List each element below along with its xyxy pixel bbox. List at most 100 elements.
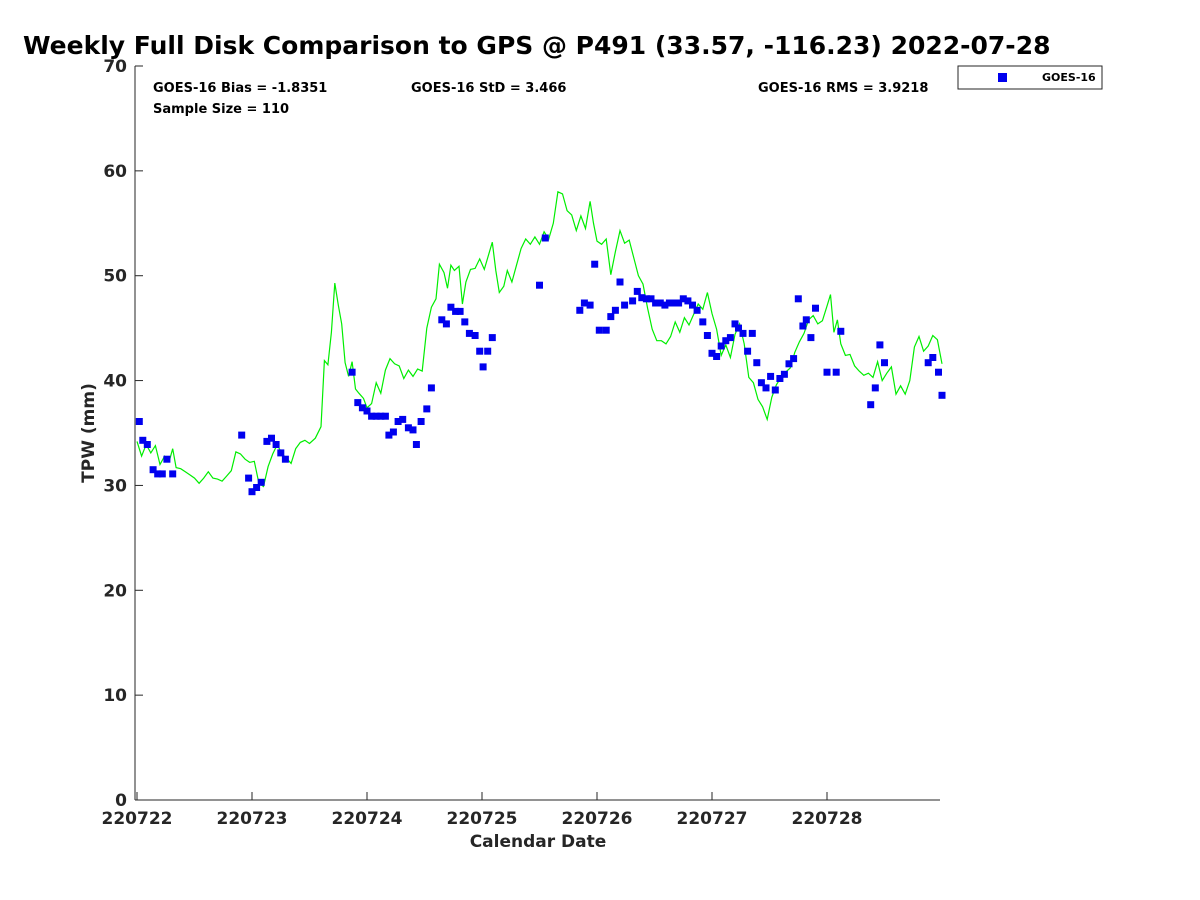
goes-point (595, 326, 603, 334)
goes-point (263, 437, 271, 445)
goes-point (708, 349, 716, 357)
goes-point (713, 353, 721, 360)
goes-point (461, 318, 469, 326)
goes-point (363, 407, 371, 415)
goes-point (670, 299, 678, 307)
goes-point (139, 436, 147, 444)
goes-point (767, 372, 775, 380)
goes-point (675, 299, 683, 307)
goes-point (790, 355, 798, 363)
goes-point (924, 359, 932, 367)
goes-point (693, 306, 701, 314)
goes-point (935, 368, 942, 376)
goes-point (257, 478, 265, 486)
goes-point (580, 299, 588, 307)
goes-point (807, 334, 815, 342)
goes-point (253, 484, 261, 491)
goes-point (661, 301, 669, 309)
goes-point (832, 368, 840, 376)
y-tick-label: 0 (115, 791, 127, 811)
goes-point (248, 488, 256, 496)
goes-point (602, 326, 610, 334)
goes-point (823, 368, 831, 376)
goes-point (427, 384, 435, 392)
goes-point (169, 470, 177, 478)
goes-point (576, 306, 584, 314)
goes-point (447, 303, 455, 311)
legend-box (957, 65, 1103, 90)
goes-point (404, 424, 412, 432)
goes-point (358, 404, 366, 412)
x-tick-label: 220728 (792, 809, 863, 829)
x-axis-label: Calendar Date (470, 832, 607, 852)
goes-point (385, 431, 393, 439)
y-tick-label: 30 (103, 476, 127, 496)
goes-point (785, 360, 793, 368)
x-tick-label: 220727 (677, 809, 748, 829)
goes-point (735, 324, 742, 332)
goes-point (607, 313, 615, 321)
goes-point (812, 304, 819, 312)
goes-point (726, 334, 734, 342)
goes-point (647, 295, 655, 303)
goes-point (452, 307, 460, 315)
goes-point (409, 426, 417, 434)
goes-point (642, 295, 650, 303)
goes-point (471, 332, 479, 339)
goes-point (652, 299, 660, 307)
goes-point (163, 455, 171, 463)
x-tick-label: 220723 (217, 809, 288, 829)
goes-point (412, 441, 420, 448)
goes-point (776, 375, 784, 382)
goes-point (438, 316, 446, 324)
axes: 0 10 20 30 40 50 60 70 220722 220723 220724 220725 2… (102, 57, 940, 829)
goes-point (665, 299, 673, 307)
goes-point (389, 428, 397, 436)
goes-point (281, 455, 289, 463)
goes-point (744, 347, 752, 355)
legend: GOES-16 (957, 65, 1103, 90)
goes-point (799, 322, 807, 330)
y-axis-label: TPW (mm) (79, 383, 99, 483)
goes-point (348, 368, 356, 376)
goes-point (837, 327, 845, 335)
goes-point (381, 412, 389, 420)
goes-point (272, 441, 280, 448)
goes-point (423, 405, 431, 413)
goes-point (633, 287, 641, 295)
goes-point (368, 412, 376, 420)
goes-point (748, 329, 756, 337)
goes-point (143, 441, 151, 448)
goes-point (154, 470, 162, 478)
goes-point (158, 470, 166, 478)
stat-rms: GOES-16 RMS = 3.9218 (758, 81, 928, 96)
goes-point (679, 295, 687, 303)
goes-point (377, 412, 385, 420)
goes-point (699, 318, 707, 326)
gps-series (136, 190, 943, 488)
goes-point (689, 301, 696, 309)
goes-point (867, 401, 875, 409)
goes-point (757, 379, 765, 387)
goes-point (616, 278, 624, 286)
goes-point (684, 297, 692, 305)
goes-point (586, 301, 594, 309)
y-tick-label: 50 (103, 267, 127, 287)
y-tick-label: 20 (103, 581, 127, 601)
goes-point (881, 359, 888, 367)
goes-point (245, 474, 253, 482)
goes-point (277, 449, 285, 457)
goes-point (591, 260, 599, 268)
goes-point (871, 384, 879, 392)
x-tick-label: 220722 (102, 809, 173, 829)
y-tick-label: 10 (103, 686, 127, 706)
goes-point (703, 332, 711, 339)
goes-point (656, 299, 664, 307)
legend-label: GOES-16 (1042, 71, 1096, 84)
x-tick-label: 220724 (332, 809, 403, 829)
goes-point (238, 431, 246, 439)
goes-point (488, 334, 496, 342)
stat-std: GOES-16 StD = 3.466 (411, 81, 566, 96)
goes-point (465, 329, 473, 337)
